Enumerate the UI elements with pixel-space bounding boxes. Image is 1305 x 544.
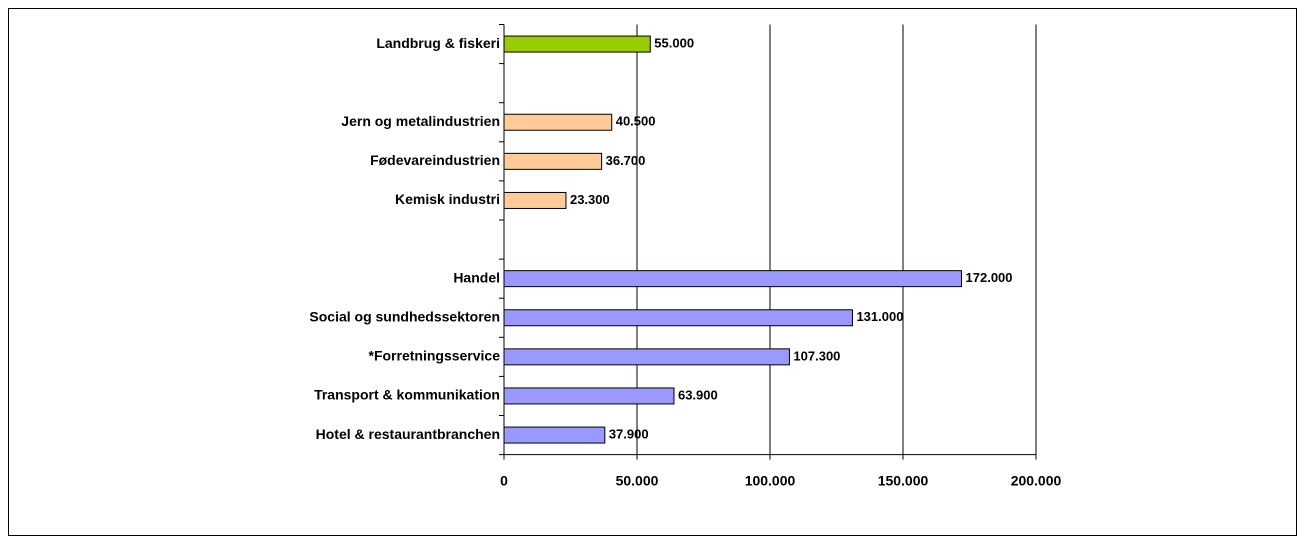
x-tick-label: 0 (500, 472, 508, 488)
value-label: 23.300 (570, 192, 610, 207)
value-label: 172.000 (966, 270, 1013, 285)
bar (503, 426, 606, 444)
y-tick-label: Fødevareindustrien (370, 152, 500, 168)
y-tick-label: Handel (453, 269, 500, 285)
y-tick-label: Landbrug & fiskeri (376, 35, 500, 51)
value-label: 40.500 (616, 114, 656, 129)
bar (503, 270, 963, 288)
bar (503, 387, 675, 405)
bar (503, 152, 603, 170)
y-tick-label: Jern og metalindustrien (341, 113, 500, 129)
value-label: 131.000 (856, 309, 903, 324)
value-label: 107.300 (793, 348, 840, 363)
y-tick-label: Social og sundhedssektoren (309, 308, 500, 324)
value-label: 36.700 (606, 153, 646, 168)
bar (503, 113, 613, 131)
bar (503, 191, 567, 209)
value-label: 63.900 (678, 387, 718, 402)
x-tick-label: 100.000 (745, 472, 796, 488)
x-tick-label: 150.000 (878, 472, 929, 488)
x-tick-label: 50.000 (616, 472, 659, 488)
y-tick-label: Hotel & restaurantbranchen (316, 426, 500, 442)
value-label: 37.900 (609, 426, 649, 441)
y-tick-label: *Forretningsservice (369, 348, 501, 364)
bar (503, 309, 853, 327)
x-tick-label: 200.000 (1011, 472, 1062, 488)
bar (503, 348, 790, 366)
y-tick-label: Kemisk industri (395, 191, 500, 207)
bar (503, 35, 651, 53)
y-tick-label: Transport & kommunikation (314, 387, 500, 403)
value-label: 55.000 (654, 35, 694, 50)
